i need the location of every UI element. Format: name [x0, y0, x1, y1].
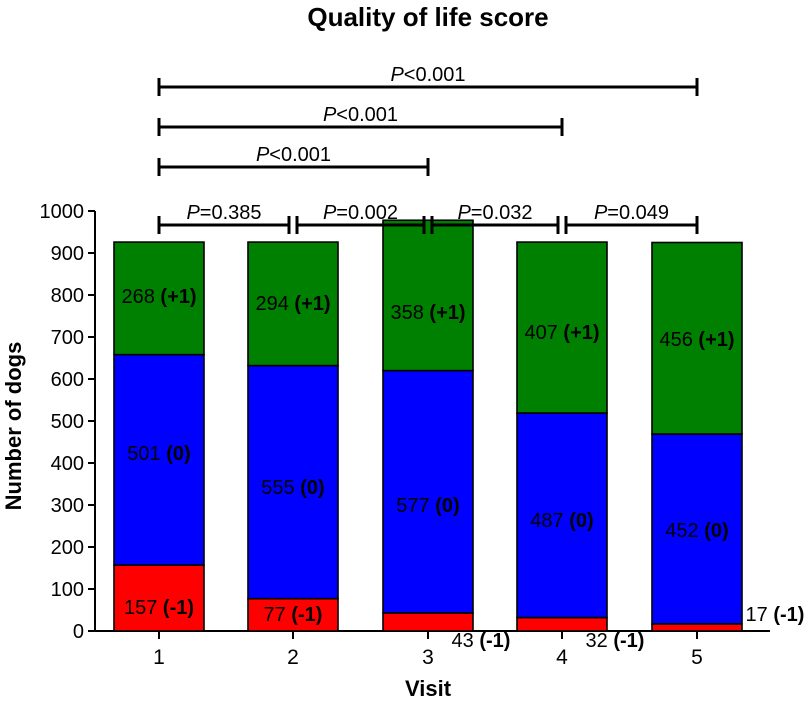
bar-segment: [382, 369, 474, 614]
p-value-label: P<0.001: [256, 144, 331, 166]
p-value-label: P=0.002: [323, 202, 398, 224]
x-tick-label: 1: [153, 646, 165, 669]
p-value-label: P=0.385: [186, 202, 261, 224]
bar-segment: [113, 241, 205, 356]
bar-segment: [516, 241, 608, 414]
x-tick-label: 5: [691, 646, 703, 669]
data-label: 43 (-1): [452, 630, 511, 652]
x-tick-label: 3: [422, 646, 434, 669]
x-axis-label: Visit: [405, 676, 452, 701]
bar-segment: [382, 219, 474, 372]
bar-segment: [247, 241, 339, 367]
y-tick-label: 500: [51, 411, 84, 433]
x-tick-label: 4: [556, 646, 568, 669]
y-tick-label: 800: [51, 285, 84, 307]
y-tick-label: 300: [51, 495, 84, 517]
data-label: 456 (+1): [659, 329, 734, 351]
bar-segment: [382, 612, 474, 632]
bar-segment: [651, 241, 743, 435]
p-value-label: P=0.032: [457, 202, 532, 224]
y-axis-label: Number of dogs: [1, 342, 26, 511]
data-label: 77 (-1): [264, 604, 323, 626]
data-label: 32 (-1): [586, 630, 645, 652]
p-value-label: P<0.001: [323, 104, 398, 126]
data-label: 17 (-1): [746, 604, 805, 626]
y-tick-label: 900: [51, 243, 84, 265]
y-tick-label: 200: [51, 537, 84, 559]
y-tick-label: 700: [51, 327, 84, 349]
y-tick-label: 100: [51, 579, 84, 601]
p-value-label: P=0.049: [594, 202, 669, 224]
bar-segment: [651, 623, 743, 632]
data-label: 157 (-1): [124, 597, 194, 619]
data-label: 294 (+1): [255, 293, 330, 315]
bar-segment: [247, 364, 339, 600]
chart-title: Quality of life score: [307, 2, 548, 32]
y-tick-label: 1000: [40, 201, 85, 223]
x-tick-label: 2: [287, 646, 299, 669]
data-label: 487 (0): [530, 510, 593, 532]
plot-area: 0 100 200 300 400 500 600 700 800 900 1000 1 2 3 4 5 157…: [40, 64, 805, 669]
bar-segment: [516, 412, 608, 619]
data-label: 577 (0): [396, 495, 459, 517]
y-tick-label: 0: [73, 621, 84, 643]
data-label: 407 (+1): [524, 322, 599, 344]
y-tick-label: 600: [51, 369, 84, 391]
y-tick-label: 400: [51, 453, 84, 475]
data-label: 358 (+1): [390, 302, 465, 324]
bar-segment: [516, 616, 608, 632]
data-label: 452 (0): [665, 520, 728, 542]
data-label: 501 (0): [127, 443, 190, 465]
bar-segment: [651, 433, 743, 625]
data-label: 555 (0): [261, 477, 324, 499]
data-label: 268 (+1): [121, 286, 196, 308]
p-value-label: P<0.001: [390, 64, 465, 86]
